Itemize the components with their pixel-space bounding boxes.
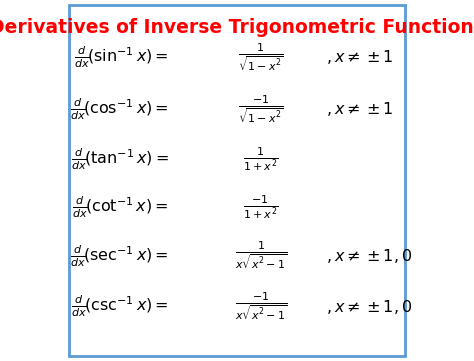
Text: $\frac{d}{dx}\!\left(\cot^{-1}x\right)=$: $\frac{d}{dx}\!\left(\cot^{-1}x\right)=$ [72,195,168,220]
Text: $\frac{-1}{x\sqrt{x^2-1}}$: $\frac{-1}{x\sqrt{x^2-1}}$ [235,291,287,322]
Text: $,x\neq\pm1$: $,x\neq\pm1$ [326,100,394,118]
Text: $\frac{d}{dx}\!\left(\sin^{-1}x\right)=$: $\frac{d}{dx}\!\left(\sin^{-1}x\right)=$ [74,44,168,70]
Text: $\frac{1}{x\sqrt{x^2-1}}$: $\frac{1}{x\sqrt{x^2-1}}$ [235,240,287,271]
Text: $\frac{1}{1+x^2}$: $\frac{1}{1+x^2}$ [243,145,279,173]
FancyBboxPatch shape [69,5,405,356]
Text: $\frac{-1}{\sqrt{1-x^2}}$: $\frac{-1}{\sqrt{1-x^2}}$ [238,93,284,125]
Text: $,x\neq\pm1,0$: $,x\neq\pm1,0$ [326,297,412,316]
Text: $,x\neq\pm1,0$: $,x\neq\pm1,0$ [326,247,412,265]
Text: $\frac{-1}{1+x^2}$: $\frac{-1}{1+x^2}$ [243,193,279,221]
Text: $\frac{d}{dx}\!\left(\cos^{-1}x\right)=$: $\frac{d}{dx}\!\left(\cos^{-1}x\right)=$ [70,96,168,122]
Text: $\frac{1}{\sqrt{1-x^2}}$: $\frac{1}{\sqrt{1-x^2}}$ [238,41,284,73]
Text: $\frac{d}{dx}\!\left(\csc^{-1}x\right)=$: $\frac{d}{dx}\!\left(\csc^{-1}x\right)=$ [71,294,168,319]
Text: Derivatives of Inverse Trigonometric Functions: Derivatives of Inverse Trigonometric Fun… [0,18,474,36]
Text: $\frac{d}{dx}\!\left(\sec^{-1}x\right)=$: $\frac{d}{dx}\!\left(\sec^{-1}x\right)=$ [70,243,168,269]
Text: $\frac{d}{dx}\!\left(\tan^{-1}x\right)=$: $\frac{d}{dx}\!\left(\tan^{-1}x\right)=$ [71,146,168,172]
Text: $,x\neq\pm1$: $,x\neq\pm1$ [326,48,394,66]
